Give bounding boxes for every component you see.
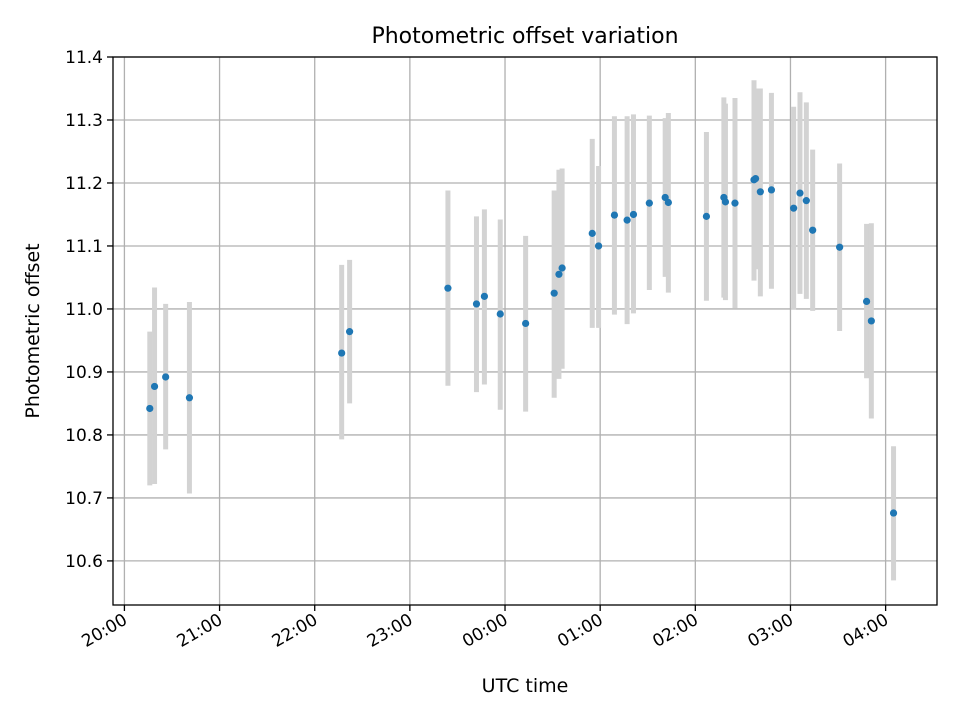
data-point [802, 197, 810, 205]
data-point [555, 270, 563, 278]
data-point [522, 319, 530, 328]
data-point [664, 198, 672, 207]
data-point [146, 404, 154, 413]
data-point [721, 198, 730, 206]
chart-title: Photometric offset variation [371, 24, 678, 49]
data-point [731, 199, 739, 207]
data-points [146, 174, 898, 517]
y-tick-label: 10.7 [65, 489, 103, 509]
data-point [346, 328, 354, 336]
data-point [862, 297, 871, 305]
x-axis-label: UTC time [482, 675, 569, 697]
data-point [150, 382, 159, 391]
data-point [629, 210, 638, 219]
data-point [162, 373, 170, 381]
data-point [480, 292, 489, 300]
data-point [185, 394, 194, 402]
data-point [889, 509, 898, 517]
x-tick-label: 04:00 [840, 610, 892, 652]
data-point [338, 349, 346, 357]
x-tick-label: 01:00 [554, 610, 606, 652]
y-tick-label: 10.8 [65, 426, 103, 446]
x-tick-label: 22:00 [269, 610, 321, 652]
y-tick-label: 10.6 [65, 552, 103, 572]
y-axis-label: Photometric offset [22, 243, 44, 418]
data-point [767, 186, 776, 194]
data-point [623, 216, 631, 224]
data-point [702, 212, 711, 220]
data-point [594, 242, 603, 250]
data-point [472, 300, 481, 308]
x-tick-label: 20:00 [78, 610, 130, 652]
x-tick-label: 00:00 [459, 610, 511, 652]
data-point [809, 226, 817, 234]
y-tick-label: 11.2 [65, 174, 103, 194]
data-point [610, 211, 619, 219]
x-tick-label: 02:00 [649, 610, 701, 652]
data-point [558, 264, 566, 272]
y-tick-label: 11.4 [65, 48, 103, 68]
data-point [756, 188, 764, 196]
data-point [751, 174, 760, 183]
data-point [496, 310, 504, 318]
data-point [867, 317, 875, 325]
x-tick-label: 21:00 [174, 610, 226, 652]
data-point [796, 189, 804, 197]
data-point [645, 199, 653, 207]
data-point [588, 229, 596, 237]
data-point [836, 243, 844, 251]
y-tick-label: 10.9 [65, 363, 103, 383]
data-point [444, 284, 452, 292]
y-tick-label: 11.3 [65, 111, 103, 131]
y-tick-label: 11.1 [65, 237, 103, 257]
plot-frame [112, 56, 938, 606]
error-bars [147, 80, 897, 581]
data-point [550, 289, 558, 297]
y-tick-label: 11.0 [65, 300, 103, 320]
x-tick-label: 23:00 [364, 610, 416, 652]
x-tick-label: 03:00 [745, 610, 797, 652]
data-point [790, 204, 798, 212]
